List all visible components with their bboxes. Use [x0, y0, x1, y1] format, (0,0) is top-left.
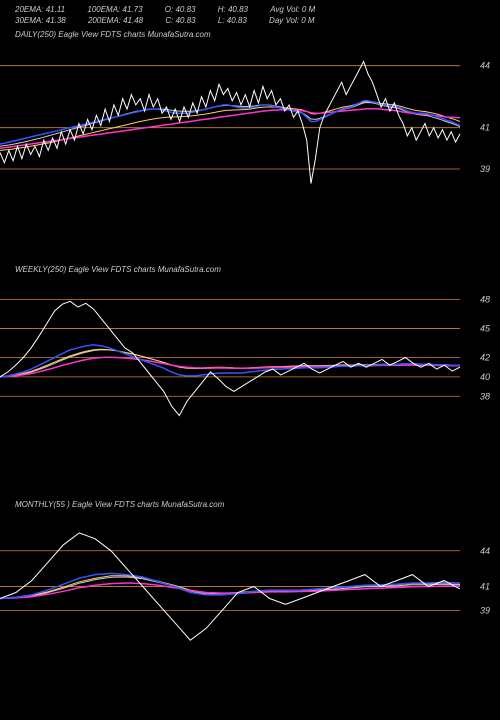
- chart-title: DAILY(250) Eagle View FDTS charts Munafa…: [15, 30, 211, 39]
- svg-text:40: 40: [480, 372, 490, 382]
- chart-panel-2: MONTHLY(55 ) Eagle View FDTS charts Muna…: [0, 500, 500, 670]
- header-line-1: 20EMA: 41.11 100EMA: 41.73 O: 40.83 H: 4…: [15, 4, 485, 15]
- chart-title: WEEKLY(250) Eagle View FDTS charts Munaf…: [15, 265, 221, 274]
- header-stats: 20EMA: 41.11 100EMA: 41.73 O: 40.83 H: 4…: [15, 4, 485, 26]
- chart-title: MONTHLY(55 ) Eagle View FDTS charts Muna…: [15, 500, 224, 509]
- svg-text:45: 45: [480, 323, 491, 333]
- svg-text:38: 38: [480, 391, 490, 401]
- svg-text:48: 48: [480, 294, 490, 304]
- svg-text:39: 39: [480, 164, 490, 174]
- svg-text:41: 41: [480, 123, 490, 133]
- chart-panel-0: DAILY(250) Eagle View FDTS charts Munafa…: [0, 30, 500, 200]
- chart-panel-1: WEEKLY(250) Eagle View FDTS charts Munaf…: [0, 265, 500, 435]
- header-line-2: 30EMA: 41.38 200EMA: 41.48 C: 40.83 L: 4…: [15, 15, 485, 26]
- svg-text:44: 44: [480, 61, 490, 71]
- svg-text:44: 44: [480, 546, 490, 556]
- svg-text:42: 42: [480, 353, 490, 363]
- svg-text:39: 39: [480, 605, 490, 615]
- chart-container: 20EMA: 41.11 100EMA: 41.73 O: 40.83 H: 4…: [0, 0, 500, 720]
- svg-text:41: 41: [480, 582, 490, 592]
